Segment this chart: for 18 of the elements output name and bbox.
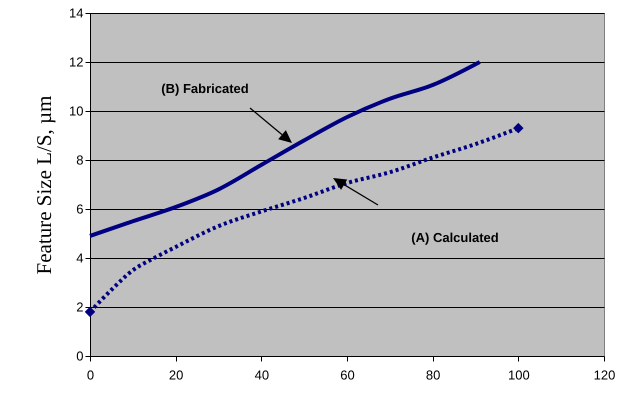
y-tick-label: 10	[69, 104, 84, 118]
x-tick-label: 20	[168, 368, 184, 382]
annotation: (A) Calculated	[411, 230, 499, 245]
x-tick-label: 80	[426, 368, 440, 382]
x-tick-label: 60	[340, 368, 355, 382]
y-tick-label: 6	[76, 202, 84, 216]
x-tick-label: 120	[594, 368, 616, 382]
x-tick-label: 40	[254, 368, 270, 382]
x-tick-label: 100	[508, 368, 530, 382]
y-tick-label: 4	[76, 250, 84, 266]
y-tick-label: 14	[69, 6, 84, 20]
annotation: (B) Fabricated	[161, 81, 249, 96]
y-tick-label: 0	[76, 348, 84, 364]
y-tick-label: 2	[76, 300, 84, 314]
x-tick-label: 0	[86, 368, 94, 382]
y-tick-label: 12	[69, 54, 84, 70]
y-axis-title: Feature Size L/S, µm	[32, 96, 56, 274]
y-tick-label: 8	[76, 152, 84, 168]
